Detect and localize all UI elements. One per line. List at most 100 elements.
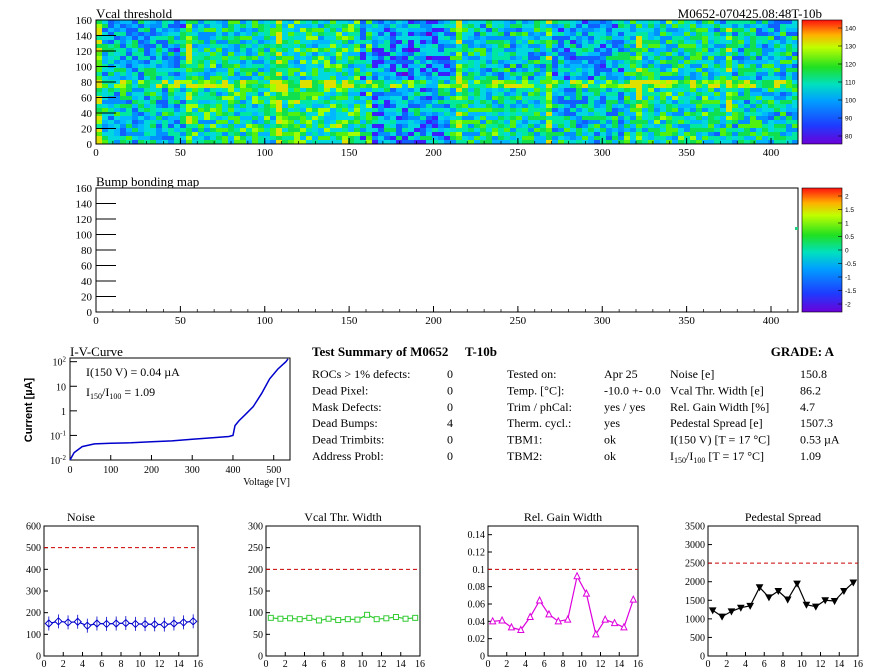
heatmap-cell [204, 28, 211, 33]
heatmap-cell [228, 24, 235, 29]
heatmap-cell [540, 20, 547, 25]
heatmap-cell [570, 140, 577, 145]
heatmap-cell [258, 124, 265, 129]
heatmap-cell [756, 132, 763, 137]
heatmap-cell [750, 36, 757, 41]
heatmap-cell [210, 84, 217, 89]
heatmap-cell [438, 44, 445, 49]
heatmap-cell [264, 76, 271, 81]
heatmap-cell [732, 24, 739, 29]
heatmap-cell [108, 112, 115, 117]
heatmap-cell [132, 128, 139, 133]
heatmap-cell [594, 24, 601, 29]
data-point [573, 571, 581, 580]
heatmap-cell [150, 44, 157, 49]
heatmap-cell [600, 64, 607, 69]
heatmap-cell [540, 92, 547, 97]
heatmap-cell [588, 76, 595, 81]
heatmap-cell [756, 32, 763, 37]
heatmap-cell [498, 76, 505, 81]
heatmap-cell [504, 112, 511, 117]
heatmap-cell [336, 56, 343, 61]
heatmap-cell [564, 80, 571, 85]
heatmap-cell [246, 140, 253, 145]
heatmap-cell [108, 40, 115, 45]
heatmap-cell [156, 124, 163, 129]
heatmap-cell [660, 136, 667, 141]
heatmap-cell [588, 80, 595, 85]
heatmap-cell [276, 56, 283, 61]
heatmap-cell [456, 108, 463, 113]
heatmap-cell [210, 100, 217, 105]
heatmap-cell [210, 28, 217, 33]
heatmap-cell [618, 44, 625, 49]
heatmap-cell [462, 112, 469, 117]
heatmap-cell [780, 112, 787, 117]
heatmap-cell [510, 24, 517, 29]
heatmap-cell [96, 68, 103, 73]
heatmap-cell [642, 28, 649, 33]
heatmap-cell [738, 84, 745, 89]
heatmap-cell [324, 68, 331, 73]
heatmap-cell [306, 112, 313, 117]
heatmap-cell [600, 80, 607, 85]
heatmap-cell [390, 80, 397, 85]
heatmap-cell [468, 48, 475, 53]
heatmap-cell [570, 52, 577, 57]
heatmap-cell [342, 32, 349, 37]
heatmap-cell [264, 52, 271, 57]
heatmap-cell [366, 116, 373, 121]
heatmap-cell [732, 72, 739, 77]
heatmap-cell [168, 52, 175, 57]
heatmap-cell [504, 60, 511, 65]
heatmap-cell [564, 28, 571, 33]
heatmap-cell [444, 28, 451, 33]
heatmap-cell [702, 48, 709, 53]
heatmap-cell [324, 96, 331, 101]
heatmap-cell [420, 36, 427, 41]
heatmap-cell [144, 44, 151, 49]
x-tick-label: 2 [61, 659, 66, 670]
heatmap-cell [522, 136, 529, 141]
heatmap-cell [258, 28, 265, 33]
heatmap-cell [396, 24, 403, 29]
data-point [736, 604, 745, 612]
palette-label: -1.5 [845, 288, 857, 295]
heatmap-cell [408, 36, 415, 41]
heatmap-cell [102, 44, 109, 49]
heatmap-cell [252, 132, 259, 137]
heatmap-cell [630, 84, 637, 89]
heatmap-cell [432, 72, 439, 77]
heatmap-cell [126, 124, 133, 129]
heatmap-cell [558, 56, 565, 61]
heatmap-cell [438, 136, 445, 141]
heatmap-cell [234, 88, 241, 93]
heatmap-cell [504, 48, 511, 53]
heatmap-cell [270, 104, 277, 109]
heatmap-cell [762, 28, 769, 33]
heatmap-cell [642, 124, 649, 129]
x-tick-label: 50 [175, 147, 187, 159]
heatmap-cell [228, 116, 235, 121]
heatmap-cell [504, 44, 511, 49]
heatmap-cell [546, 72, 553, 77]
heatmap-cell [438, 24, 445, 29]
x-tick-label: 12 [596, 659, 606, 670]
heatmap-cell [708, 92, 715, 97]
heatmap-cell [462, 140, 469, 145]
heatmap-cell [690, 116, 697, 121]
heatmap-cell [516, 104, 523, 109]
heatmap-cell [366, 80, 373, 85]
heatmap-cell [312, 124, 319, 129]
heatmap-cell [666, 128, 673, 133]
heatmap-cell [672, 68, 679, 73]
heatmap-cell [420, 120, 427, 125]
heatmap-cell [534, 36, 541, 41]
heatmap-cell [732, 108, 739, 113]
heatmap-cell [648, 84, 655, 89]
heatmap-cell [288, 112, 295, 117]
heatmap-cell [402, 104, 409, 109]
heatmap-cell [486, 64, 493, 69]
heatmap-cell [726, 140, 733, 145]
heatmap-cell [654, 92, 661, 97]
